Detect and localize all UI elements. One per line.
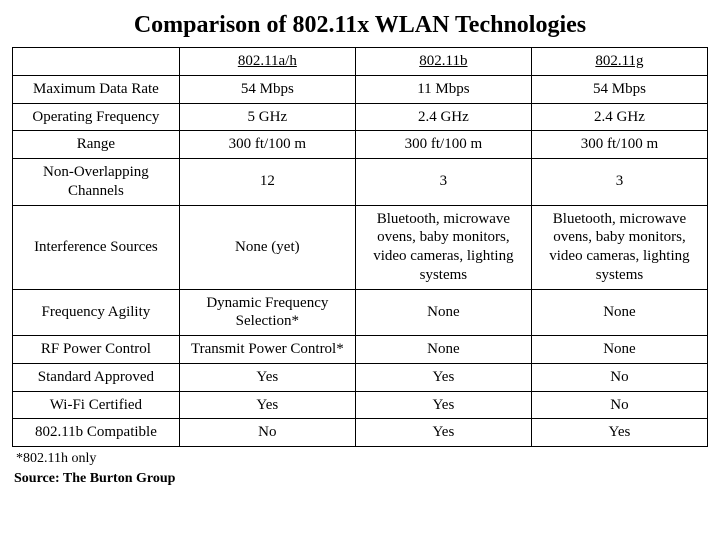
cell: 300 ft/100 m bbox=[355, 131, 531, 159]
col-header: 802.11b bbox=[355, 48, 531, 76]
cell: Yes bbox=[179, 363, 355, 391]
row-label: Frequency Agility bbox=[13, 289, 180, 336]
comparison-table: 802.11a/h 802.11b 802.11g Maximum Data R… bbox=[12, 47, 708, 447]
cell: No bbox=[531, 363, 707, 391]
footnote: *802.11h only bbox=[16, 451, 708, 467]
cell: 2.4 GHz bbox=[531, 103, 707, 131]
cell: 54 Mbps bbox=[179, 75, 355, 103]
cell: 3 bbox=[355, 159, 531, 206]
table-row: Maximum Data Rate 54 Mbps 11 Mbps 54 Mbp… bbox=[13, 75, 708, 103]
row-label: Interference Sources bbox=[13, 205, 180, 289]
cell: Yes bbox=[355, 363, 531, 391]
cell: Bluetooth, microwave ovens, baby monitor… bbox=[531, 205, 707, 289]
table-header-row: 802.11a/h 802.11b 802.11g bbox=[13, 48, 708, 76]
table-row: Operating Frequency 5 GHz 2.4 GHz 2.4 GH… bbox=[13, 103, 708, 131]
table-row: RF Power Control Transmit Power Control*… bbox=[13, 336, 708, 364]
cell: 2.4 GHz bbox=[355, 103, 531, 131]
table-row: Interference Sources None (yet) Bluetoot… bbox=[13, 205, 708, 289]
cell: None bbox=[531, 289, 707, 336]
cell: No bbox=[531, 391, 707, 419]
row-label: Operating Frequency bbox=[13, 103, 180, 131]
cell: None (yet) bbox=[179, 205, 355, 289]
cell: None bbox=[355, 336, 531, 364]
cell: Yes bbox=[179, 391, 355, 419]
table-row: Frequency Agility Dynamic Frequency Sele… bbox=[13, 289, 708, 336]
page-title: Comparison of 802.11x WLAN Technologies bbox=[12, 12, 708, 39]
col-header: 802.11g bbox=[531, 48, 707, 76]
cell: 3 bbox=[531, 159, 707, 206]
row-label: RF Power Control bbox=[13, 336, 180, 364]
row-label: Wi-Fi Certified bbox=[13, 391, 180, 419]
cell: Yes bbox=[531, 419, 707, 447]
cell: 5 GHz bbox=[179, 103, 355, 131]
table-row: Standard Approved Yes Yes No bbox=[13, 363, 708, 391]
cell: Yes bbox=[355, 419, 531, 447]
source-attribution: Source: The Burton Group bbox=[14, 471, 708, 487]
cell: 11 Mbps bbox=[355, 75, 531, 103]
cell: 300 ft/100 m bbox=[179, 131, 355, 159]
cell: No bbox=[179, 419, 355, 447]
cell: 54 Mbps bbox=[531, 75, 707, 103]
table-row: 802.11b Compatible No Yes Yes bbox=[13, 419, 708, 447]
cell: 12 bbox=[179, 159, 355, 206]
table-body: Maximum Data Rate 54 Mbps 11 Mbps 54 Mbp… bbox=[13, 75, 708, 446]
cell: Dynamic Frequency Selection* bbox=[179, 289, 355, 336]
cell: None bbox=[531, 336, 707, 364]
table-row: Wi-Fi Certified Yes Yes No bbox=[13, 391, 708, 419]
col-header: 802.11a/h bbox=[179, 48, 355, 76]
cell: 300 ft/100 m bbox=[531, 131, 707, 159]
cell: None bbox=[355, 289, 531, 336]
cell: Transmit Power Control* bbox=[179, 336, 355, 364]
cell: Yes bbox=[355, 391, 531, 419]
row-label: Range bbox=[13, 131, 180, 159]
row-label: 802.11b Compatible bbox=[13, 419, 180, 447]
table-row: Non-Overlapping Channels 12 3 3 bbox=[13, 159, 708, 206]
cell: Bluetooth, microwave ovens, baby monitor… bbox=[355, 205, 531, 289]
table-row: Range 300 ft/100 m 300 ft/100 m 300 ft/1… bbox=[13, 131, 708, 159]
row-label: Non-Overlapping Channels bbox=[13, 159, 180, 206]
header-blank bbox=[13, 48, 180, 76]
row-label: Maximum Data Rate bbox=[13, 75, 180, 103]
row-label: Standard Approved bbox=[13, 363, 180, 391]
